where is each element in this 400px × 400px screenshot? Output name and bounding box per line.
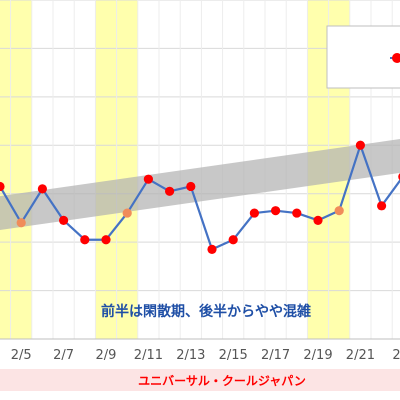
data-point-2/14 [207, 244, 217, 255]
weekend-band-0 [0, 0, 32, 339]
data-point-2/19 [313, 215, 323, 225]
footer-background [0, 369, 400, 391]
data-point-2/21 [355, 140, 365, 150]
chart-annotation: 前半は閑散期、後半からやや混雑 [101, 303, 311, 320]
data-point-2/5 [16, 218, 26, 228]
data-point-2/11 [143, 174, 153, 184]
data-point-2/16 [249, 208, 259, 218]
x-tick-label: 2/11 [134, 348, 163, 363]
data-point-2/18 [292, 208, 302, 218]
data-point-2/20 [334, 206, 344, 216]
data-point-2/8 [80, 235, 90, 245]
x-tick-label: 2/2 [392, 348, 400, 363]
data-points [0, 140, 400, 255]
data-point-2/10 [122, 208, 132, 218]
legend [326, 25, 400, 89]
x-tick-label: 2/15 [219, 348, 248, 363]
data-point-2/6 [37, 184, 48, 194]
data-point-2/13 [186, 181, 196, 192]
x-tick-label: 2/17 [261, 348, 290, 363]
x-tick-label: 2/9 [96, 348, 117, 363]
x-axis: 2/5 2/7 2/9 2/11 2/13 2/15 2/17 2/19 2/21 2/2 [0, 338, 400, 363]
data-point-2/17 [271, 206, 281, 216]
data-point-2/9 [101, 235, 111, 245]
x-tick-label: 2/19 [303, 348, 332, 363]
x-tick-label: 2/21 [346, 348, 375, 363]
data-point-2/12 [165, 186, 175, 196]
data-point-2/7 [59, 215, 69, 225]
x-tick-label: 2/13 [176, 348, 205, 363]
data-point-2/4 [0, 181, 5, 192]
data-point-2/15 [228, 235, 238, 245]
data-point-2/22 [377, 201, 387, 211]
trend-band [0, 139, 400, 231]
x-tick-label: 2/7 [53, 348, 74, 363]
footer-title: ユニバーサル・クールジャパン [138, 374, 306, 388]
x-tick-label: 2/5 [11, 348, 32, 363]
legend-box [326, 25, 400, 89]
chart-footer: ユニバーサル・クールジャパン [0, 369, 400, 391]
trend-band-area [0, 139, 400, 231]
legend-marker-sample [392, 53, 400, 63]
